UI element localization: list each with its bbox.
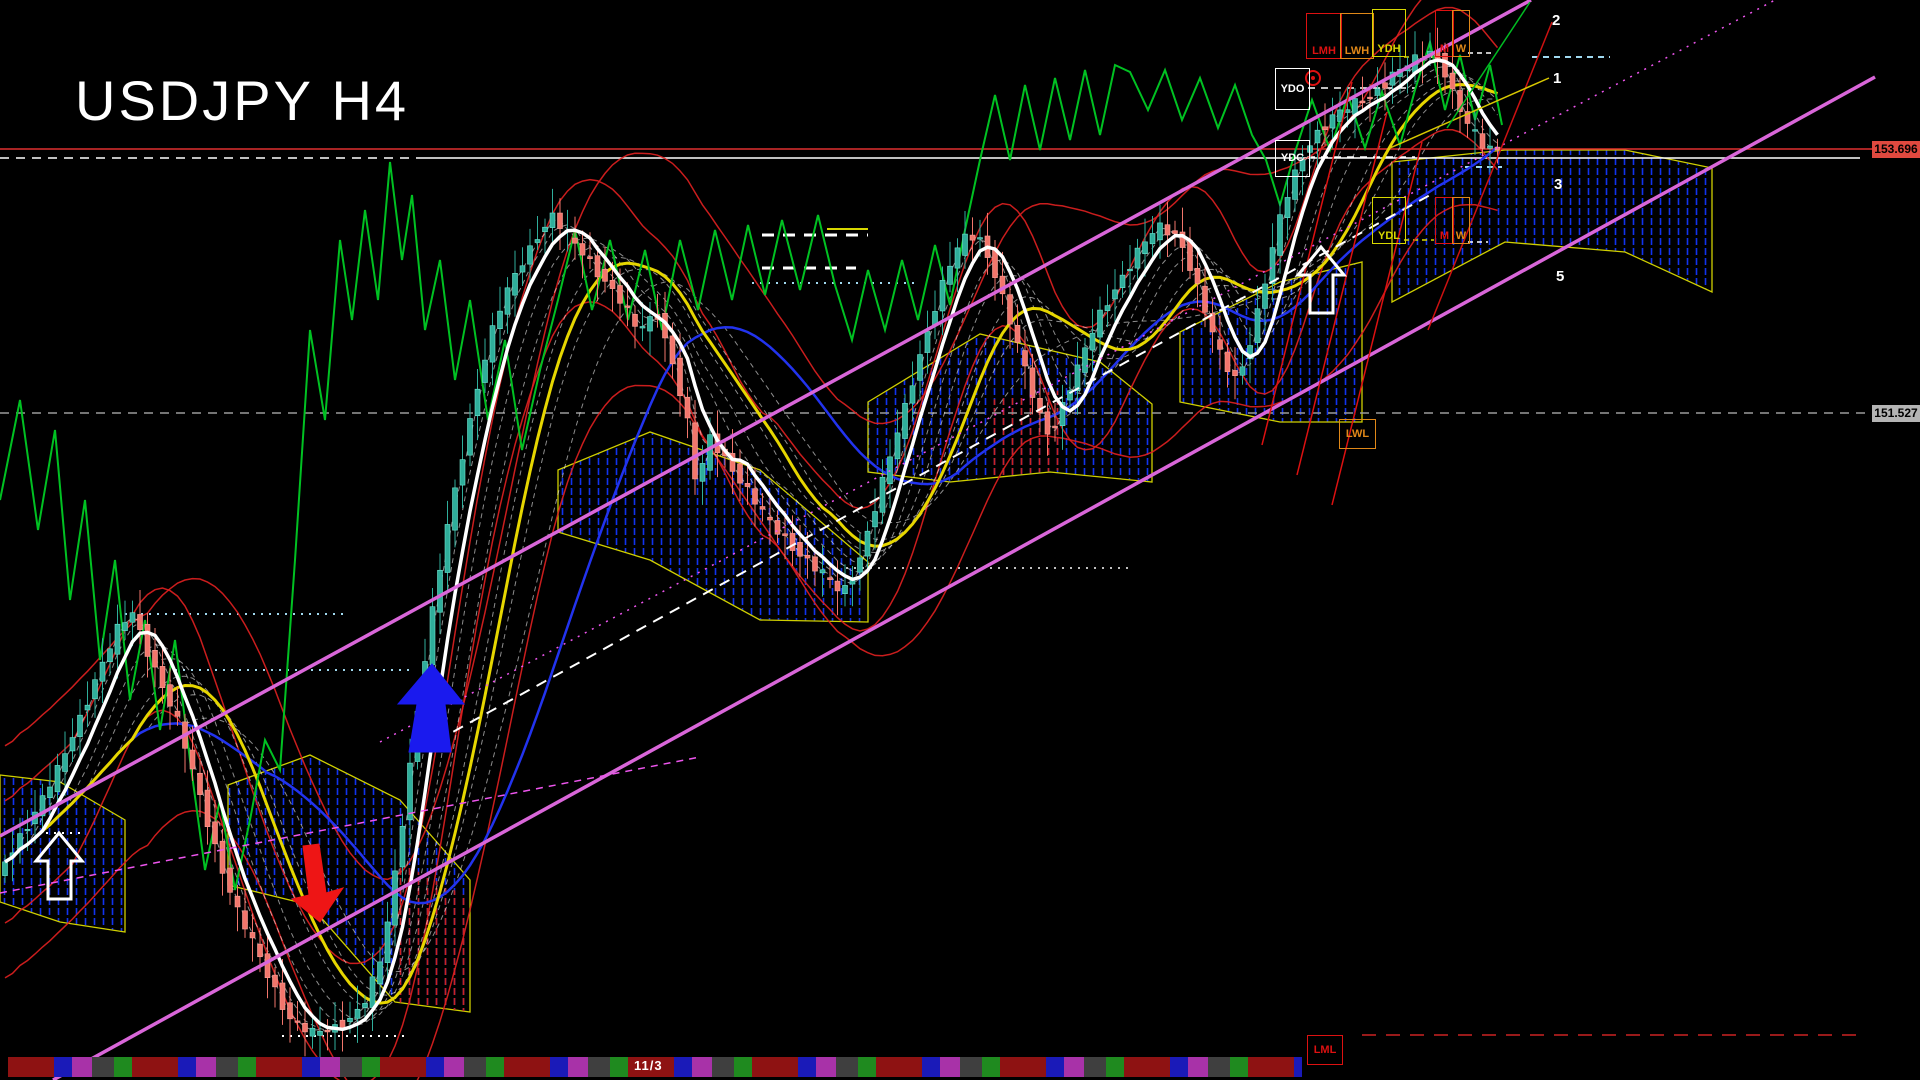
session-block <box>196 1057 216 1077</box>
session-block <box>982 1057 1000 1077</box>
session-block <box>444 1057 464 1077</box>
level-label-box-w: W <box>1452 10 1470 57</box>
session-block <box>1208 1057 1230 1077</box>
session-block <box>1000 1057 1046 1077</box>
session-block <box>72 1057 92 1077</box>
session-indicator-strip <box>8 1057 1302 1077</box>
red-envelope-bands <box>4 0 1499 1080</box>
session-block <box>132 1057 178 1077</box>
level-label-box-lml: LML <box>1307 1035 1343 1065</box>
buy-arrow-white-left <box>32 830 86 901</box>
trend-lines <box>0 0 1876 1080</box>
session-block <box>362 1057 380 1077</box>
fork-number-1: 1 <box>1553 70 1562 87</box>
channel-lower <box>52 75 1876 1080</box>
ma-fast-white <box>4 58 1499 1032</box>
session-block <box>712 1057 734 1077</box>
ma-ribbon-dashed <box>4 54 1498 1033</box>
session-block <box>588 1057 610 1077</box>
session-block <box>940 1057 960 1077</box>
session-block <box>464 1057 486 1077</box>
candles <box>2 27 1501 1058</box>
current-price-tag: 153.696 <box>1872 141 1920 158</box>
session-block <box>1084 1057 1106 1077</box>
yellow-line-to-1 <box>1389 77 1550 149</box>
session-block <box>1230 1057 1248 1077</box>
session-block <box>674 1057 692 1077</box>
session-block <box>922 1057 940 1077</box>
session-block <box>486 1057 504 1077</box>
session-block <box>1046 1057 1064 1077</box>
white-dashed-diagonal <box>419 194 1431 751</box>
session-block <box>858 1057 876 1077</box>
level-label-box-m: M <box>1435 197 1454 244</box>
red-line-to-2 <box>1427 21 1553 331</box>
session-block <box>816 1057 836 1077</box>
session-block <box>216 1057 238 1077</box>
green-oscillator <box>0 38 1503 891</box>
session-block <box>1294 1057 1302 1077</box>
level-label-box-ydh: YDH <box>1372 9 1406 57</box>
session-block <box>504 1057 550 1077</box>
level-label-box-lwl: LWL <box>1339 419 1376 449</box>
moving-averages <box>4 82 1499 1005</box>
session-block <box>568 1057 588 1077</box>
chart-symbol-title: USDJPY H4 <box>75 69 410 132</box>
session-block <box>8 1057 54 1077</box>
level-label-box-ydo: YDO <box>1275 68 1310 110</box>
session-block <box>960 1057 982 1077</box>
level-label-box-ydl: YDL <box>1372 197 1406 244</box>
session-block <box>426 1057 444 1077</box>
signal-arrows <box>32 70 1348 923</box>
magenta-dashed-low <box>0 756 701 894</box>
session-block <box>320 1057 340 1077</box>
level-label-box-ydc: YDC <box>1275 140 1310 177</box>
session-block <box>1170 1057 1188 1077</box>
session-block <box>238 1057 256 1077</box>
session-block <box>340 1057 362 1077</box>
entry-circle <box>1305 70 1321 86</box>
session-block <box>1248 1057 1294 1077</box>
session-block <box>1188 1057 1208 1077</box>
session-block <box>692 1057 712 1077</box>
channel-upper <box>0 0 1532 838</box>
buy-arrow-blue <box>396 663 466 753</box>
level-label-box-lmh: LMH <box>1306 13 1342 59</box>
red-fork-3 <box>1331 141 1423 506</box>
session-block <box>550 1057 568 1077</box>
green-line-top-right <box>1446 1 1531 129</box>
session-block <box>1064 1057 1084 1077</box>
session-block <box>752 1057 798 1077</box>
pivot-price-tag: 151.527 <box>1872 405 1920 422</box>
session-block <box>178 1057 196 1077</box>
buy-arrow-white-right <box>1294 244 1348 315</box>
session-block <box>798 1057 816 1077</box>
session-block <box>1124 1057 1170 1077</box>
session-block <box>54 1057 72 1077</box>
session-block <box>876 1057 922 1077</box>
session-block <box>610 1057 628 1077</box>
session-block <box>1106 1057 1124 1077</box>
level-label-box-lwh: LWH <box>1340 13 1374 59</box>
level-label-box-w: W <box>1452 197 1470 244</box>
level-label-box-m: M <box>1435 10 1454 57</box>
session-date-label: 11/3 <box>634 1058 663 1073</box>
fork-number-3: 3 <box>1554 176 1563 193</box>
red-fork-2 <box>1296 111 1388 476</box>
fork-number-5: 5 <box>1556 268 1565 285</box>
horizontal-levels <box>0 52 1872 1037</box>
session-block <box>380 1057 426 1077</box>
sell-arrow-red <box>290 843 345 923</box>
session-block <box>836 1057 858 1077</box>
session-block <box>628 1057 674 1077</box>
session-block <box>256 1057 302 1077</box>
session-block <box>734 1057 752 1077</box>
session-block <box>92 1057 114 1077</box>
session-block <box>114 1057 132 1077</box>
session-block <box>302 1057 320 1077</box>
fork-number-2: 2 <box>1552 12 1561 29</box>
